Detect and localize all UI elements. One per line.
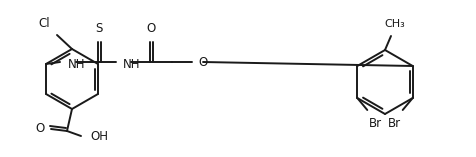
Text: Cl: Cl (38, 17, 50, 30)
Text: CH₃: CH₃ (384, 19, 405, 29)
Text: O: O (146, 22, 155, 35)
Text: OH: OH (90, 130, 108, 143)
Text: NH: NH (123, 57, 140, 70)
Text: S: S (95, 22, 102, 35)
Text: Br: Br (368, 117, 381, 130)
Text: O: O (198, 56, 207, 68)
Text: NH: NH (68, 57, 85, 70)
Text: O: O (36, 122, 45, 135)
Text: Br: Br (387, 117, 400, 130)
